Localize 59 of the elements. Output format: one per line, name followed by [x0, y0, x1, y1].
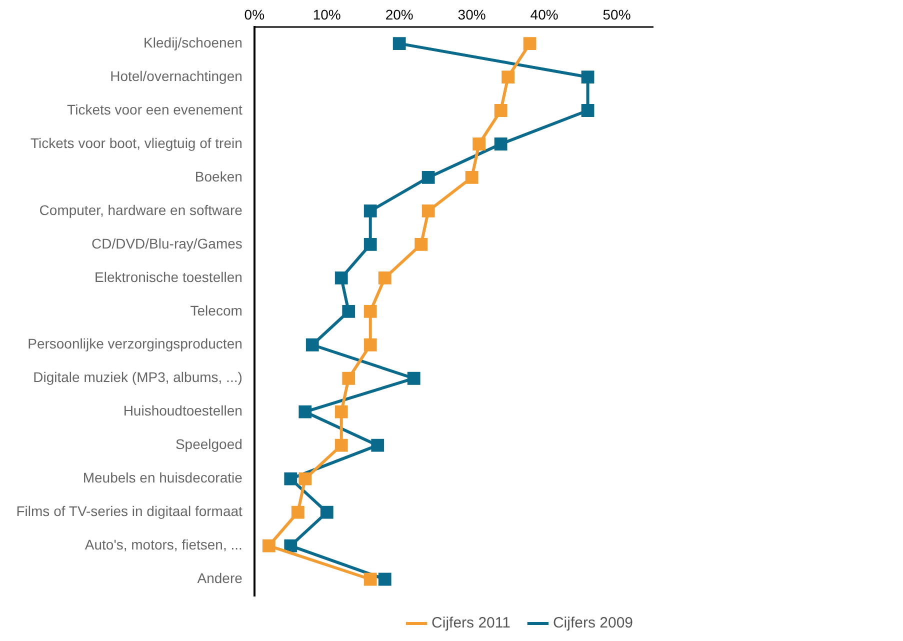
point [334, 405, 348, 418]
y-tick-label: Persoonlijke verzorgingsproducten [28, 336, 242, 352]
y-tick-label: Andere [197, 570, 243, 586]
point [284, 539, 298, 552]
y-tick-label: CD/DVD/Blu-ray/Games [91, 235, 242, 252]
x-tick-label: 40% [530, 6, 558, 22]
y-tick-label: Computer, hardware en software [39, 202, 243, 218]
point [378, 572, 392, 586]
point [422, 204, 435, 218]
x-tick-label: 20% [385, 6, 414, 22]
point [502, 70, 515, 84]
point [364, 338, 377, 352]
point [334, 271, 348, 284]
x-tick-label: 0% [244, 6, 265, 22]
point [306, 338, 319, 352]
point [342, 304, 356, 318]
point [392, 37, 406, 50]
legend-label: Cijfers 2009 [552, 614, 634, 632]
point [371, 438, 384, 452]
point [422, 171, 435, 184]
point [465, 171, 478, 184]
point [407, 372, 420, 385]
point [262, 539, 276, 552]
point [494, 138, 508, 150]
y-tick-label: Huishoudtoestellen [123, 402, 242, 419]
y-tick-label: Kledij/schoenen [144, 34, 242, 50]
point [581, 70, 594, 84]
y-tick-label: Boeken [194, 168, 242, 184]
point [414, 238, 428, 251]
point [364, 204, 377, 218]
y-tick-label: Elektronische toestellen [94, 268, 242, 285]
y-tick-label: Meubels en huisdecoratie [82, 470, 243, 486]
legend-label: Cijfers 2011 [432, 614, 510, 632]
point [494, 104, 508, 117]
point [364, 572, 377, 586]
y-tick-label: Hotel/overnachtingen [110, 68, 242, 84]
x-tick-label: 50% [602, 6, 631, 22]
point [364, 304, 377, 318]
point [523, 37, 536, 50]
x-tick-label: 10% [312, 6, 341, 22]
point [298, 472, 312, 486]
y-tick-label: Tickets voor boot, vliegtuig of trein [30, 134, 242, 151]
x-tick-label: 30% [458, 6, 486, 22]
point [291, 506, 304, 519]
point [581, 104, 594, 117]
point [472, 138, 486, 150]
point [378, 271, 392, 284]
y-tick-label: Digitale muziek (MP3, albums, ...) [33, 369, 242, 386]
point [320, 506, 334, 519]
point [342, 372, 356, 385]
point [284, 472, 298, 486]
y-tick-label: Speelgoed [175, 436, 242, 452]
point [298, 405, 312, 418]
y-tick-label: Tickets voor een evenement [67, 101, 243, 118]
point [334, 438, 348, 452]
point [364, 238, 377, 251]
y-tick-label: Films of TV-series in digitaal formaat [16, 503, 243, 520]
y-tick-label: Telecom [190, 302, 242, 318]
y-tick-label: Auto's, motors, fietsen, ... [84, 536, 242, 553]
